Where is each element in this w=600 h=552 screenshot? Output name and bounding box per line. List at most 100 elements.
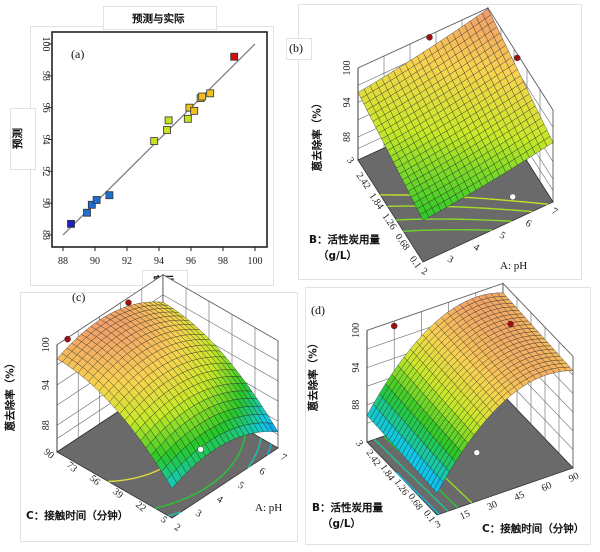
y-tick-label: 96 — [40, 103, 51, 113]
floor-contour — [256, 449, 259, 453]
design-point — [509, 193, 516, 201]
z-tick-label: 100 — [342, 61, 353, 76]
floor-contour — [200, 487, 206, 492]
y-tick-label: 94 — [40, 135, 51, 145]
floor-contour — [133, 476, 139, 480]
x-tick-label: 100 — [248, 256, 263, 267]
floor-contour — [180, 497, 186, 502]
design-point — [473, 449, 481, 456]
wall-grid-line — [162, 294, 279, 362]
x-tick-label: 94 — [154, 256, 164, 267]
z-tick-label: 88 — [41, 420, 52, 430]
x-tick-label: 98 — [218, 256, 228, 267]
y-tick-label: 3 — [344, 155, 356, 165]
floor-contour — [173, 500, 181, 504]
panel-b-tag: (b) — [289, 41, 303, 55]
y-tick-label: 100 — [40, 37, 51, 52]
floor-contour — [510, 199, 518, 202]
x-tick-label: 96 — [186, 256, 196, 267]
wall-grid-line — [56, 274, 164, 346]
design-point — [426, 34, 433, 41]
floor-contour — [213, 478, 219, 483]
design-point — [514, 54, 521, 62]
panel-d-tag: (d) — [311, 303, 325, 317]
data-point — [87, 200, 96, 209]
panel-d-ylabel-unit: （g/L） — [322, 518, 362, 530]
floor-contour — [243, 434, 246, 440]
floor-contour — [224, 468, 230, 473]
data-point — [206, 89, 215, 98]
floor-contour — [217, 475, 223, 480]
floor-contour — [228, 464, 233, 470]
panel-b-xlabel: A: pH — [500, 260, 528, 272]
x-tick-label: 7 — [549, 206, 559, 218]
floor-contour — [221, 471, 226, 477]
panel-a-title: 预测与实际 — [132, 13, 185, 25]
floor-contour — [236, 452, 240, 458]
floor-contour — [205, 484, 211, 489]
x-tick-label: 3 — [445, 254, 455, 266]
panel-a — [30, 26, 274, 286]
x-tick-label: 90 — [90, 256, 100, 267]
x-tick-label: 92 — [122, 256, 132, 267]
floor-contour — [174, 511, 182, 515]
z-tick-label: 94 — [342, 98, 353, 108]
x-tick-label: 3 — [433, 519, 442, 531]
floor-contour — [167, 502, 175, 506]
floor-contour — [254, 451, 258, 457]
data-point — [105, 191, 114, 200]
floor-contour — [190, 492, 197, 497]
floor-contour — [168, 513, 175, 517]
floor-contour — [501, 208, 509, 211]
data-point — [164, 116, 173, 125]
floor-contour — [242, 440, 245, 445]
x-tick-label: 88 — [58, 256, 68, 267]
wall-grid-line — [162, 274, 279, 342]
floor-contour — [154, 505, 162, 509]
z-tick-label: 94 — [351, 363, 362, 373]
floor-contour — [233, 456, 238, 462]
y-tick-label: 98 — [40, 71, 51, 81]
panel-a-tag: (a) — [71, 47, 85, 61]
panel-d-ylabel: B：活性炭用量 — [312, 502, 384, 514]
floor-contour — [162, 504, 169, 507]
data-point — [163, 126, 171, 134]
floor-contour — [150, 470, 157, 474]
panel-d-zlabel: 蒽去除率（%） — [307, 337, 320, 412]
y-tick-label: 90 — [40, 198, 51, 208]
data-point — [190, 106, 199, 115]
data-point — [83, 208, 91, 217]
data-point — [198, 92, 207, 101]
floor-contour — [195, 490, 202, 495]
x-tick-label: 2 — [419, 266, 429, 278]
floor-contour — [267, 448, 271, 454]
panel-b-tag-box — [286, 38, 312, 60]
panel-a-ylabel-box: 预测 — [10, 108, 36, 170]
floor-contour — [253, 456, 256, 459]
panel-d-xlabel: C：接触时间（分钟） — [482, 523, 585, 535]
x-tick-label: 6 — [523, 218, 533, 230]
floor-contour — [240, 444, 244, 449]
floor-contour — [539, 202, 548, 205]
data-point — [150, 137, 159, 145]
floor-contour — [231, 460, 236, 466]
x-tick-label: 30 — [485, 499, 499, 513]
z-tick-label: 100 — [351, 323, 362, 338]
floor-contour — [266, 452, 269, 456]
x-tick-label: 15 — [458, 508, 472, 522]
y-tick-label: 92 — [40, 166, 51, 176]
floor-contour — [257, 447, 260, 450]
design-point — [390, 322, 398, 330]
data-point — [230, 52, 239, 61]
panel-b-ylabel-unit: （g/L） — [318, 250, 358, 262]
x-tick-label: 5 — [497, 230, 507, 242]
z-tick-label: 88 — [342, 132, 353, 142]
floor-contour — [252, 457, 255, 462]
floor-contour — [149, 472, 152, 475]
floor-contour — [502, 199, 509, 202]
floor-contour — [185, 495, 192, 500]
surface-cell — [419, 211, 430, 221]
